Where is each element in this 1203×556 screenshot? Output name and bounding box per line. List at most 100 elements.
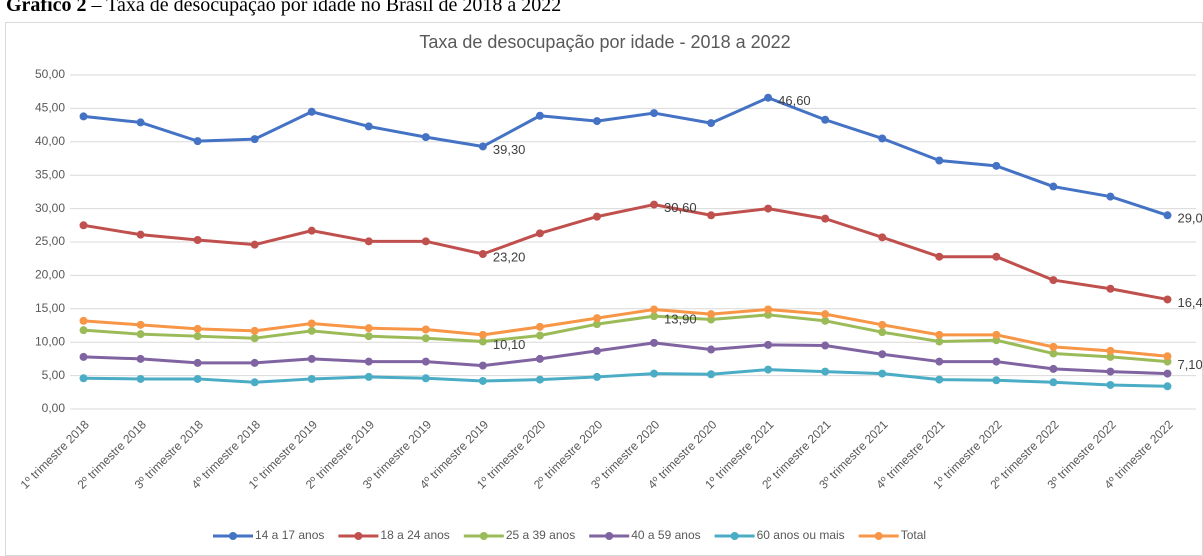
point [878,134,887,143]
data-label: 30,60 [664,200,697,215]
legend-marker [229,532,237,540]
point [1163,211,1172,220]
point [364,237,373,246]
point [1163,295,1172,304]
legend-label: 14 a 17 anos [255,528,324,542]
point [193,374,202,383]
point [1049,349,1058,358]
point [478,250,487,259]
point [79,221,88,230]
series-line [83,313,1168,364]
point [79,374,88,383]
point [821,310,830,319]
point [1049,342,1058,351]
data-label: 46,60 [778,93,811,108]
point [136,374,145,383]
legend-marker [479,532,488,540]
point [592,212,601,221]
point [250,326,259,335]
point [992,376,1001,385]
point [878,328,887,337]
point [307,226,316,235]
y-tick-label: 40,00 [35,134,65,148]
point [764,305,773,314]
point [364,122,373,131]
data-label: 16,40 [1177,295,1203,310]
point [878,350,887,359]
point [1106,367,1115,376]
legend-marker [354,532,363,540]
y-tick-label: 0,00 [42,401,66,415]
point [421,357,430,366]
point [1049,276,1058,285]
point [535,322,544,331]
point [535,111,544,120]
point [250,358,259,367]
point [307,326,316,335]
point [364,372,373,381]
caption-text: – Taxa de desocupação por idade no Brasi… [91,0,562,16]
data-label: 39,30 [493,142,526,157]
point [364,332,373,341]
point [764,93,773,102]
legend-label: Total [901,528,926,542]
point [478,330,487,339]
point [136,354,145,363]
point [992,161,1001,170]
point [307,374,316,383]
point [650,312,659,321]
point [136,118,145,127]
point [592,314,601,323]
point [935,357,944,366]
data-label: 10,10 [493,337,526,352]
point [1106,352,1115,361]
point [821,367,830,376]
point [193,358,202,367]
caption: Gráfico 2 – Taxa de desocupação por idad… [6,0,561,16]
point [307,354,316,363]
legend-marker [605,532,614,540]
caption-label: Gráfico 2 [6,0,87,16]
point [79,112,88,121]
point [193,324,202,333]
legend-label: 40 a 59 anos [631,528,700,542]
point [1049,182,1058,191]
point [592,372,601,381]
point [650,109,659,118]
point [478,361,487,370]
data-label: 13,90 [664,312,697,327]
series-line [83,368,1168,388]
point [878,233,887,242]
point [650,200,659,209]
point [1106,380,1115,389]
series-line [83,307,1168,358]
point [193,137,202,146]
point [821,316,830,325]
point [364,324,373,333]
point [878,320,887,329]
point [1163,369,1172,378]
y-tick-label: 25,00 [35,234,65,248]
point [535,229,544,238]
point [935,156,944,165]
point [935,330,944,339]
y-tick-label: 15,00 [35,301,65,315]
point [421,237,430,246]
point [193,235,202,244]
point [650,369,659,378]
point [478,337,487,346]
point [535,354,544,363]
point [992,330,1001,339]
point [421,334,430,343]
y-tick-label: 45,00 [35,101,65,115]
plot: 0,00 5,00 10,00 15,00 20,00 25,00 30,00 35,00 40… [18,67,1203,542]
point [421,325,430,334]
y-tick-label: 20,00 [35,268,65,282]
point [1106,284,1115,293]
point [707,119,716,128]
data-label: 23,20 [493,249,526,264]
point [1049,364,1058,373]
point [79,316,88,325]
point [250,378,259,387]
